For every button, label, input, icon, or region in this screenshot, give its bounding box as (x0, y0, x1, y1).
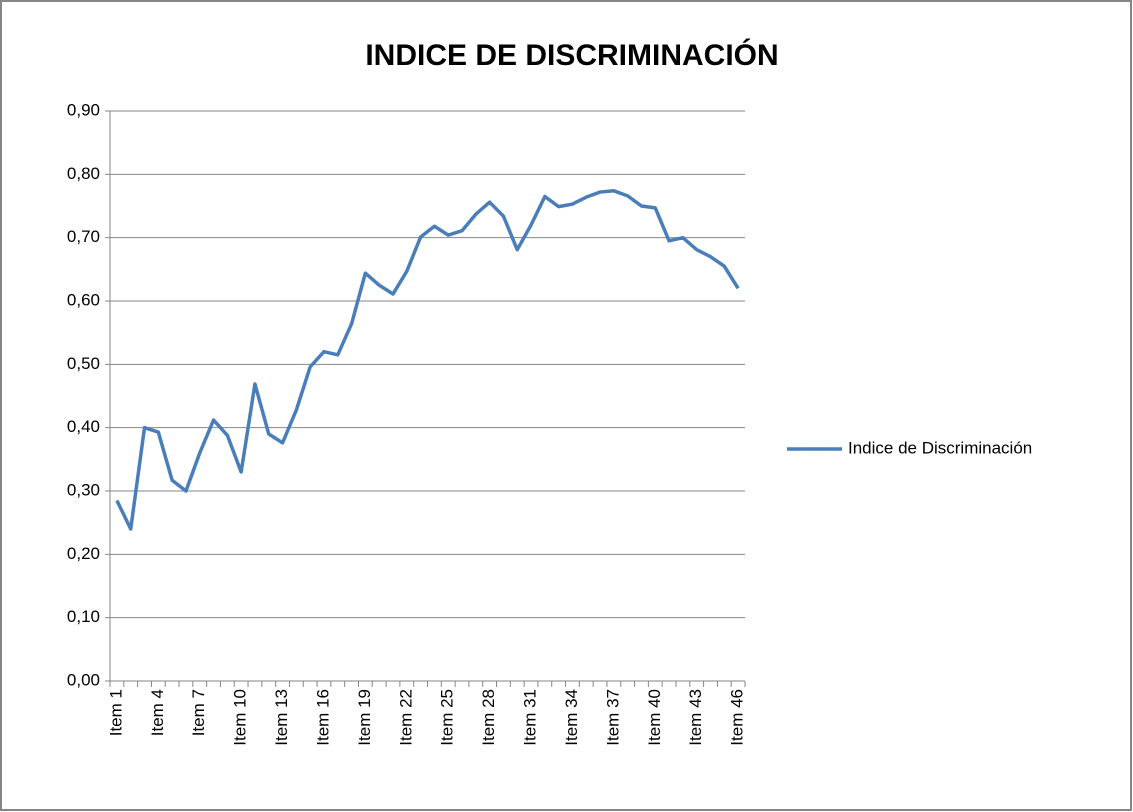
x-tick-label: Item 1 (106, 689, 125, 736)
x-tick-label: Item 43 (686, 689, 705, 746)
y-tick-label: 0,40 (67, 417, 100, 436)
y-tick-label: 0,10 (67, 607, 100, 626)
x-tick-label: Item 37 (603, 689, 622, 746)
x-tick-label: Item 28 (479, 689, 498, 746)
x-tick-label: Item 4 (148, 689, 167, 736)
data-line (115, 189, 740, 531)
x-tick-label: Item 46 (728, 689, 747, 746)
y-tick-label: 0,70 (67, 227, 100, 246)
legend-label: Indice de Discriminación (848, 438, 1032, 457)
x-tick-label: Item 25 (438, 689, 457, 746)
x-tick-label: Item 16 (313, 689, 332, 746)
x-tick-label: Item 19 (355, 689, 374, 746)
y-tick-label: 0,90 (67, 100, 100, 119)
x-tick-label: Item 13 (272, 689, 291, 746)
x-tick-label: Item 22 (396, 689, 415, 746)
y-tick-label: 0,00 (67, 670, 100, 689)
x-tick-label: Item 31 (521, 689, 540, 746)
x-tick-label: Item 40 (645, 689, 664, 746)
chart-title: INDICE DE DISCRIMINACIÓN (365, 38, 778, 72)
x-tick-label: Item 10 (231, 689, 250, 746)
y-tick-label: 0,30 (67, 480, 100, 499)
y-tick-label: 0,80 (67, 164, 100, 183)
y-tick-label: 0,50 (67, 354, 100, 373)
y-tick-label: 0,20 (67, 544, 100, 563)
x-tick-label: Item 34 (562, 689, 581, 746)
x-tick-label: Item 7 (189, 689, 208, 736)
y-tick-label: 0,60 (67, 290, 100, 309)
